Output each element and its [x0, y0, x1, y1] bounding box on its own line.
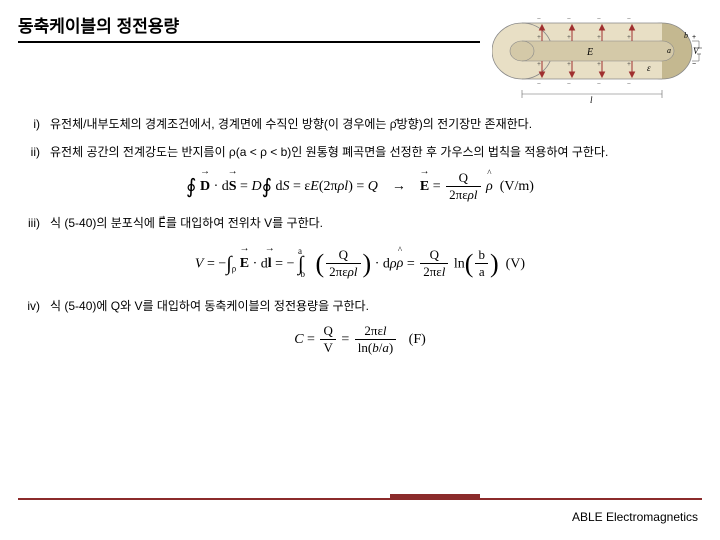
svg-text:−: −: [692, 61, 696, 68]
diagram-label-E: E⃗: [586, 47, 601, 58]
diagram-label-b: b: [684, 31, 688, 40]
svg-text:−: −: [597, 15, 601, 23]
diagram-label-eps: ε: [647, 63, 651, 73]
diagram-label-a: a: [667, 46, 671, 55]
svg-text:+: +: [692, 34, 696, 41]
svg-text:+: +: [597, 60, 601, 68]
item-label: iv): [18, 296, 40, 318]
footer-text: ABLE Electromagnetics: [572, 510, 698, 524]
svg-text:−: −: [567, 80, 571, 88]
svg-text:+: +: [627, 60, 631, 68]
footer-rule: [18, 498, 702, 500]
item-text: 식 (5-40)에 Q와 V를 대입하여 동축케이블의 정전용량을 구한다.: [50, 296, 702, 318]
svg-text:+: +: [597, 33, 601, 41]
item-i: i) 유전체/내부도체의 경계조건에서, 경계면에 수직인 방향(이 경우에는 …: [18, 114, 702, 136]
content-body: i) 유전체/내부도체의 경계조건에서, 경계면에 수직인 방향(이 경우에는 …: [18, 114, 702, 357]
item-iii: iii) 식 (5-40)의 분포식에 E⃗를 대입하여 전위차 V를 구한다.: [18, 213, 702, 235]
svg-text:−: −: [537, 15, 541, 23]
item-label: iii): [18, 213, 40, 235]
svg-text:+: +: [537, 60, 541, 68]
diagram-label-l: l: [590, 95, 593, 105]
item-iv: iv) 식 (5-40)에 Q와 V를 대입하여 동축케이블의 정전용량을 구한…: [18, 296, 702, 318]
item-text: 식 (5-40)의 분포식에 E⃗를 대입하여 전위차 V를 구한다.: [50, 213, 702, 235]
svg-text:−: −: [627, 80, 631, 88]
svg-text:−: −: [567, 15, 571, 23]
footer-rule-accent: [390, 494, 480, 500]
coax-diagram: ++++ ++++ −−−− −−−− E⃗ a b ε l + − V: [492, 6, 702, 106]
svg-text:+: +: [567, 33, 571, 41]
svg-text:+: +: [627, 33, 631, 41]
svg-text:+: +: [537, 33, 541, 41]
item-text: 유전체/내부도체의 경계조건에서, 경계면에 수직인 방향(이 경우에는 ρ̂방…: [50, 114, 702, 136]
equation-gauss: ∮ D · dS = D∮ dS = εE(2πρl) = Q → E = Q2…: [18, 169, 702, 205]
item-label: i): [18, 114, 40, 136]
item-label: ii): [18, 142, 40, 164]
equation-capacitance: C = QV = 2πεlln(b/a) (F): [18, 323, 702, 356]
page-title: 동축케이블의 정전용량: [18, 12, 480, 43]
equation-voltage: V = −∫ρ E · dl = − ∫ba (Q2περl) · dρρ = …: [18, 241, 702, 288]
item-ii: ii) 유전체 공간의 전계강도는 반지름이 ρ(a < ρ < b)인 원통형…: [18, 142, 702, 164]
svg-text:−: −: [597, 80, 601, 88]
item-text: 유전체 공간의 전계강도는 반지름이 ρ(a < ρ < b)인 원통형 폐곡면…: [50, 142, 702, 164]
svg-text:−: −: [627, 15, 631, 23]
svg-text:−: −: [537, 80, 541, 88]
svg-text:+: +: [567, 60, 571, 68]
